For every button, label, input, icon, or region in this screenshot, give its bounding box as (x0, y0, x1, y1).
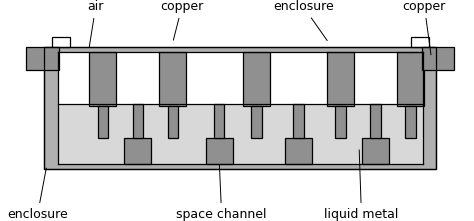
Bar (362, 138, 389, 164)
Bar (124, 138, 151, 164)
Bar (214, 104, 224, 138)
Bar (52, 37, 70, 47)
Bar (293, 104, 304, 138)
Text: enclosure: enclosure (7, 168, 68, 221)
Text: space channel: space channel (176, 164, 267, 221)
Bar (335, 107, 346, 137)
Text: copper: copper (403, 0, 446, 55)
Bar (133, 104, 143, 138)
Bar (90, 52, 116, 107)
Bar (45, 47, 436, 169)
Bar (206, 138, 233, 164)
Bar (370, 104, 381, 138)
Bar (159, 52, 186, 107)
Text: copper: copper (160, 0, 204, 40)
Text: liquid metal: liquid metal (324, 150, 399, 221)
Bar (251, 107, 262, 137)
Bar (57, 52, 423, 164)
Bar (285, 138, 312, 164)
Bar (45, 47, 436, 169)
Bar (327, 52, 354, 107)
Bar (405, 107, 416, 137)
Bar (45, 47, 436, 169)
Bar (422, 47, 454, 70)
Text: air: air (88, 0, 104, 48)
Bar (411, 37, 428, 47)
Bar (167, 107, 178, 137)
Bar (243, 52, 270, 107)
Bar (98, 107, 108, 137)
Bar (57, 104, 423, 164)
Text: enclosure: enclosure (273, 0, 334, 41)
Bar (397, 52, 424, 107)
Bar (26, 47, 59, 70)
